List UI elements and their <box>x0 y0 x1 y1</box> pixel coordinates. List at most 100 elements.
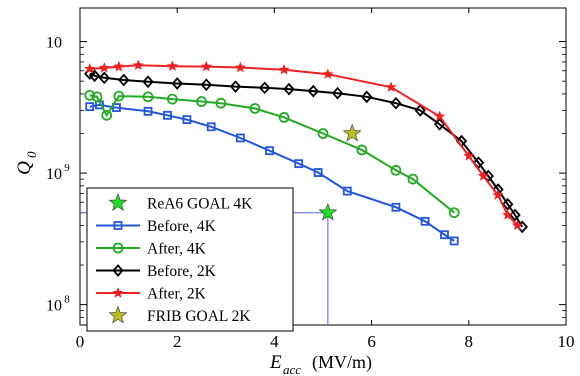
y-tick-label: 10 <box>46 166 62 183</box>
series-2 <box>84 89 460 219</box>
series-line <box>89 64 519 227</box>
y-tick-label: 10 <box>46 35 62 52</box>
data-point <box>511 219 523 231</box>
data-point <box>440 230 449 240</box>
data-point <box>118 73 130 87</box>
data-point <box>84 89 96 101</box>
series-1 <box>85 100 459 246</box>
data-point <box>385 81 397 92</box>
legend-marker <box>112 242 124 254</box>
data-point <box>249 103 261 114</box>
data-point <box>361 90 373 104</box>
y-tick-label-exponent: 9 <box>64 162 70 174</box>
data-point <box>317 128 329 139</box>
legend-box <box>86 187 294 332</box>
data-point <box>307 84 319 98</box>
data-point <box>206 122 216 132</box>
data-point <box>407 173 419 185</box>
data-point <box>322 68 334 79</box>
data-point <box>113 90 125 102</box>
data-point <box>356 144 368 156</box>
data-point <box>98 71 111 85</box>
x-axis-label-subscript: acc <box>283 362 301 376</box>
series-line <box>89 94 455 214</box>
data-point <box>91 91 103 103</box>
data-point <box>215 97 227 109</box>
data-point <box>265 146 274 156</box>
data-point <box>294 159 304 169</box>
y-axis-label-subscript: 0 <box>24 151 39 158</box>
legend: ReA6 GOAL 4K Before, 4K After, 4K Before, 2… <box>86 187 294 332</box>
data-point <box>391 202 401 212</box>
y-axis-label-text: Q <box>14 161 35 175</box>
data-point <box>85 102 95 112</box>
data-point <box>234 61 246 73</box>
data-point <box>463 150 475 161</box>
legend-marker <box>112 264 124 277</box>
data-point <box>258 81 271 95</box>
legend-label: ReA6 GOAL 4K <box>147 196 253 213</box>
data-point <box>142 75 154 89</box>
data-point <box>433 117 446 131</box>
data-point <box>283 82 295 96</box>
data-point <box>112 103 121 112</box>
x-tick-label: 0 <box>76 332 85 351</box>
data-point <box>278 112 290 123</box>
legend-marker <box>113 221 123 230</box>
legend-entry: After, 4K <box>96 241 207 258</box>
legend-label: FRIB GOAL 2K <box>147 308 251 325</box>
data-point <box>390 164 402 176</box>
data-point <box>434 110 446 122</box>
data-point <box>84 63 96 74</box>
x-axis-label: E <box>269 352 282 373</box>
plot-frame <box>79 7 567 326</box>
data-point <box>331 86 344 100</box>
x-tick-label: 10 <box>558 332 575 351</box>
x-tick-label: 2 <box>173 332 182 351</box>
y-tick-label-exponent: 8 <box>64 294 70 306</box>
x-axis-label-unit: (MV/m) <box>312 352 372 373</box>
data-point <box>171 77 183 90</box>
legend-label: After, 2K <box>147 286 207 303</box>
data-point <box>420 216 430 226</box>
x-tick-label: 4 <box>270 332 279 351</box>
data-point <box>235 133 245 143</box>
data-point <box>98 62 110 73</box>
legend-label: After, 4K <box>147 241 207 258</box>
legend-entry: ReA6 GOAL 4K <box>108 193 253 213</box>
legend-label: Before, 4K <box>147 218 217 235</box>
legend-marker <box>108 305 128 324</box>
y-tick-label: 10 <box>46 298 62 315</box>
x-tick-label: 6 <box>367 332 376 351</box>
x-tick-label: 8 <box>465 332 474 351</box>
data-point <box>196 96 207 107</box>
series-0 <box>318 202 338 221</box>
series-line <box>89 72 524 228</box>
y-axis-label: Q0 <box>14 151 39 175</box>
legend-label: Before, 2K <box>147 263 217 280</box>
data-point <box>313 168 323 177</box>
legend-entry: After, 2K <box>96 286 207 303</box>
series-4 <box>84 59 523 231</box>
data-point <box>101 109 113 121</box>
data-point <box>229 80 242 93</box>
data-point <box>132 59 144 71</box>
data-point <box>88 69 101 83</box>
data-point <box>342 186 352 196</box>
legend-entry: Before, 2K <box>96 263 217 280</box>
data-point <box>502 209 514 220</box>
data-point <box>182 115 192 125</box>
data-point <box>166 93 178 105</box>
data-point <box>143 106 153 116</box>
data-point <box>200 60 212 72</box>
data-point <box>501 197 514 211</box>
data-point <box>318 202 338 221</box>
data-point <box>390 96 402 110</box>
data-point <box>113 60 125 72</box>
data-point <box>278 64 290 75</box>
data-point <box>166 60 178 71</box>
legend-marker <box>108 193 128 211</box>
